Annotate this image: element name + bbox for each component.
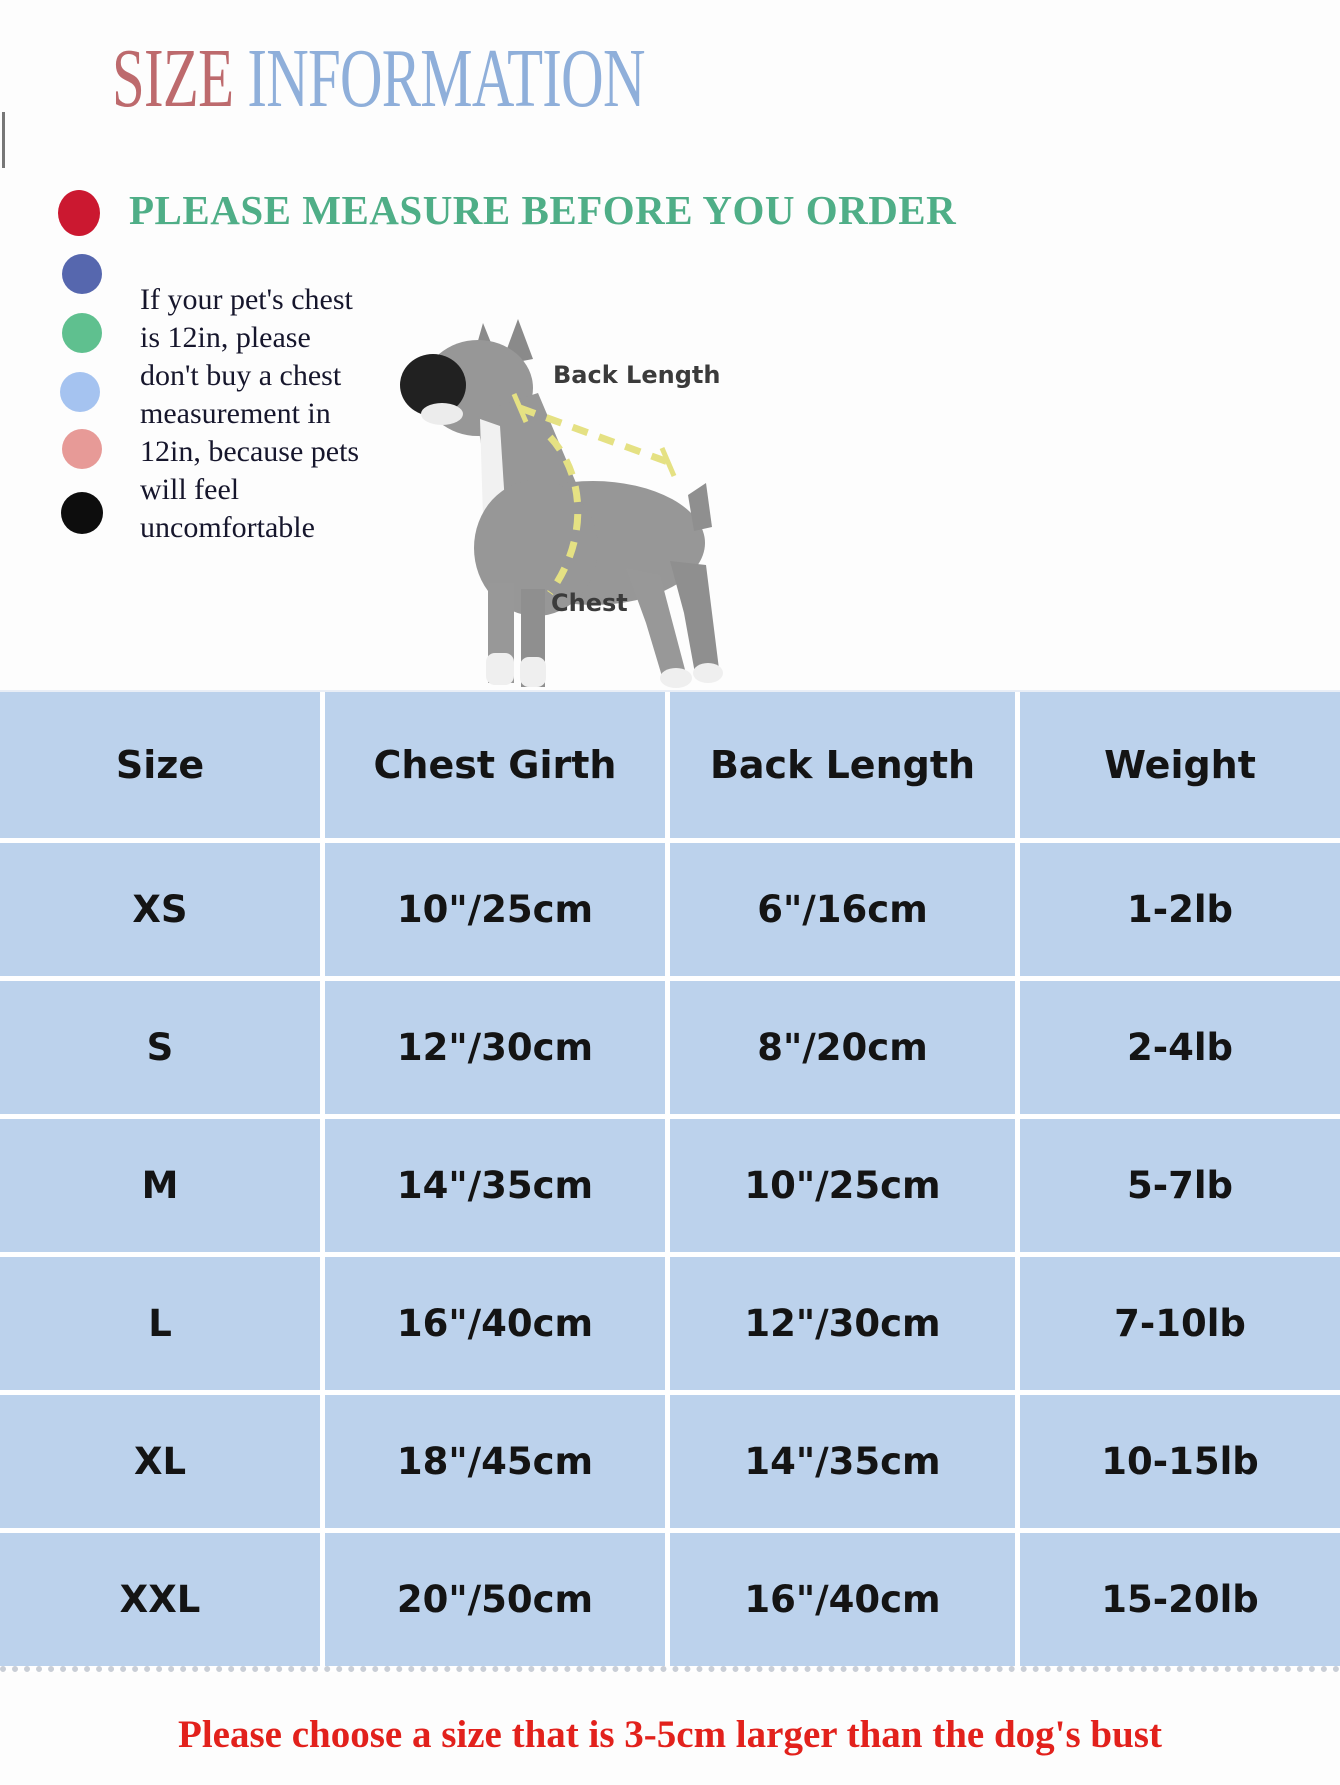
legend-dot-black bbox=[61, 492, 103, 534]
title-word-information: INFORMATION bbox=[247, 32, 645, 125]
table-cell: 20"/50cm bbox=[325, 1533, 665, 1666]
measure-before-order-heading: PLEASE MEASURE BEFORE YOU ORDER bbox=[129, 187, 957, 233]
legend-dot-red bbox=[58, 190, 100, 236]
table-cell: 12"/30cm bbox=[325, 981, 665, 1114]
table-cell: 16"/40cm bbox=[670, 1533, 1015, 1666]
table-cell: XS bbox=[0, 843, 320, 976]
chest-diagram-label: Chest bbox=[551, 589, 628, 617]
size-table: Size Chest Girth Back Length Weight XS 1… bbox=[0, 690, 1340, 1672]
table-cell: 1-2lb bbox=[1020, 843, 1340, 976]
table-cell: 10"/25cm bbox=[325, 843, 665, 976]
legend-dot-light-blue bbox=[60, 372, 100, 412]
title-word-size: SIZE bbox=[112, 32, 234, 125]
table-cell: M bbox=[0, 1119, 320, 1252]
size-selection-advice: Please choose a size that is 3-5cm large… bbox=[178, 1713, 1162, 1756]
table-cell: 8"/20cm bbox=[670, 981, 1015, 1114]
table-cell: 5-7lb bbox=[1020, 1119, 1340, 1252]
table-cell: S bbox=[0, 981, 320, 1114]
table-cell: 15-20lb bbox=[1020, 1533, 1340, 1666]
back-length-diagram-label: Back Length bbox=[553, 361, 721, 389]
header-chest-girth: Chest Girth bbox=[325, 692, 665, 838]
table-cell: 10-15lb bbox=[1020, 1395, 1340, 1528]
table-cell: L bbox=[0, 1257, 320, 1390]
table-cell: 2-4lb bbox=[1020, 981, 1340, 1114]
table-cell: 12"/30cm bbox=[670, 1257, 1015, 1390]
table-cell: 10"/25cm bbox=[670, 1119, 1015, 1252]
table-cell: 6"/16cm bbox=[670, 843, 1015, 976]
table-cell: 16"/40cm bbox=[325, 1257, 665, 1390]
table-cell: 18"/45cm bbox=[325, 1395, 665, 1528]
table-cell: XL bbox=[0, 1395, 320, 1528]
left-edge-artifact-line bbox=[2, 112, 5, 168]
chest-measurement-note: If your pet's chest is 12in, please don'… bbox=[140, 283, 360, 544]
legend-dot-pink bbox=[62, 429, 102, 469]
page-title: SIZE INFORMATION bbox=[112, 30, 645, 127]
dog-measurement-diagram: Back Length Chest bbox=[388, 293, 738, 693]
dog-silhouette-illustration bbox=[400, 319, 723, 688]
table-cell: 14"/35cm bbox=[670, 1395, 1015, 1528]
table-cell: 14"/35cm bbox=[325, 1119, 665, 1252]
header-back-length: Back Length bbox=[670, 692, 1015, 838]
header-size: Size bbox=[0, 692, 320, 838]
table-cell: XXL bbox=[0, 1533, 320, 1666]
legend-dot-blue bbox=[62, 254, 102, 294]
legend-dot-green bbox=[62, 313, 102, 353]
header-weight: Weight bbox=[1020, 692, 1340, 838]
table-cell: 7-10lb bbox=[1020, 1257, 1340, 1390]
